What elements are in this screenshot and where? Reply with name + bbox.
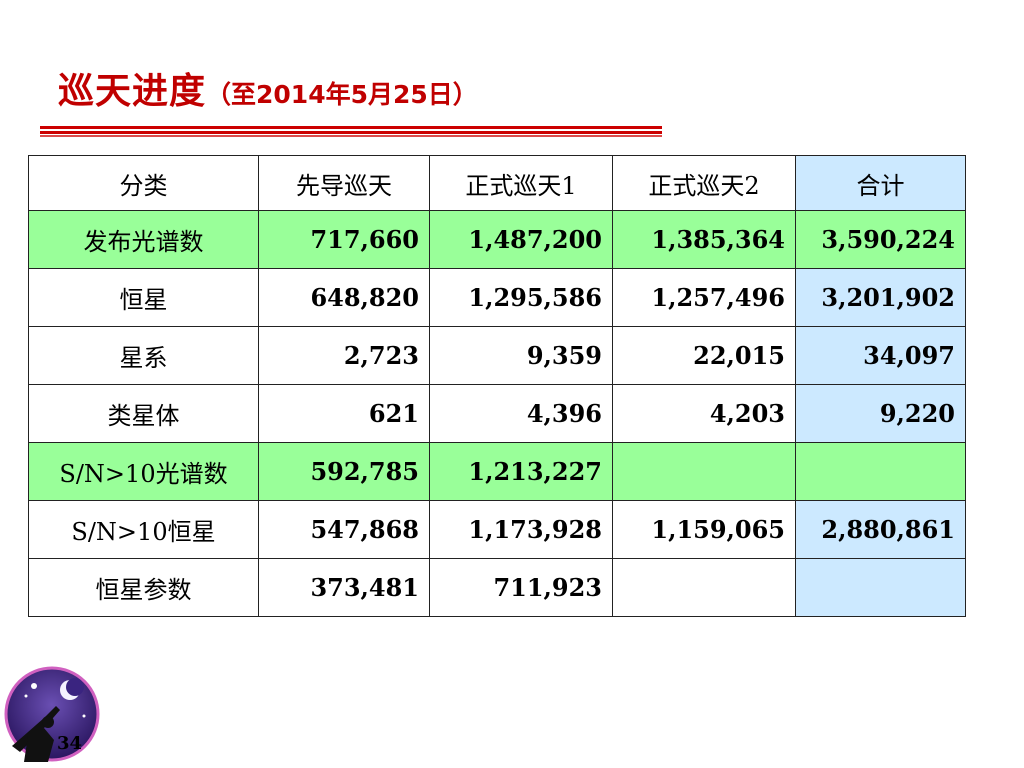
row-label: 星系: [28, 326, 259, 385]
cell-value: [795, 442, 966, 501]
header-regular-survey-1: 正式巡天1: [429, 155, 613, 211]
table-row: 恒星 648,820 1,295,586 1,257,496 3,201,902: [28, 268, 966, 327]
cell-value: 9,220: [795, 384, 966, 443]
cell-value: 1,213,227: [429, 442, 613, 501]
survey-progress-table: 分类 先导巡天 正式巡天1 正式巡天2 合计 发布光谱数 717,660 1,487…: [28, 155, 966, 617]
row-label: S/N>10恒星: [28, 500, 259, 559]
cell-value: 373,481: [258, 558, 430, 617]
cell-value: 717,660: [258, 210, 430, 269]
cell-value: 2,880,861: [795, 500, 966, 559]
table-row: 恒星参数 373,481 711,923: [28, 558, 966, 617]
slide-title: 巡天进度（至2014年5月25日）: [58, 62, 478, 114]
cell-value: 547,868: [258, 500, 430, 559]
row-label: 类星体: [28, 384, 259, 443]
cell-value: 2,723: [258, 326, 430, 385]
cell-value: 1,487,200: [429, 210, 613, 269]
header-total: 合计: [795, 155, 966, 211]
cell-value: 34,097: [795, 326, 966, 385]
cell-value: 4,396: [429, 384, 613, 443]
cell-value: 592,785: [258, 442, 430, 501]
table-row: 星系 2,723 9,359 22,015 34,097: [28, 326, 966, 385]
cell-value: 3,201,902: [795, 268, 966, 327]
cell-value: 621: [258, 384, 430, 443]
cell-value: [795, 558, 966, 617]
cell-value: 4,203: [612, 384, 796, 443]
title-main: 巡天进度: [58, 71, 207, 112]
header-regular-survey-2: 正式巡天2: [612, 155, 796, 211]
table-header-row: 分类 先导巡天 正式巡天1 正式巡天2 合计: [28, 155, 966, 211]
cell-value: 1,159,065: [612, 500, 796, 559]
page-number: 34: [57, 733, 83, 754]
cell-value: 648,820: [258, 268, 430, 327]
cell-value: [612, 442, 796, 501]
cell-value: [612, 558, 796, 617]
table-row: 发布光谱数 717,660 1,487,200 1,385,364 3,590,224: [28, 210, 966, 269]
row-label: 恒星参数: [28, 558, 259, 617]
cell-value: 1,257,496: [612, 268, 796, 327]
cell-value: 9,359: [429, 326, 613, 385]
title-underline: [40, 126, 662, 138]
row-label: S/N>10光谱数: [28, 442, 259, 501]
table-row: S/N>10光谱数 592,785 1,213,227: [28, 442, 966, 501]
row-label: 发布光谱数: [28, 210, 259, 269]
header-category: 分类: [28, 155, 259, 211]
cell-value: 22,015: [612, 326, 796, 385]
cell-value: 711,923: [429, 558, 613, 617]
cell-value: 1,295,586: [429, 268, 613, 327]
cell-value: 3,590,224: [795, 210, 966, 269]
table-row: S/N>10恒星 547,868 1,173,928 1,159,065 2,880,8…: [28, 500, 966, 559]
table-row: 类星体 621 4,396 4,203 9,220: [28, 384, 966, 443]
stargazer-telescope-icon: [4, 666, 100, 762]
cell-value: 1,385,364: [612, 210, 796, 269]
row-label: 恒星: [28, 268, 259, 327]
cell-value: 1,173,928: [429, 500, 613, 559]
header-pilot-survey: 先导巡天: [258, 155, 430, 211]
title-date: （至2014年5月25日）: [206, 80, 478, 109]
